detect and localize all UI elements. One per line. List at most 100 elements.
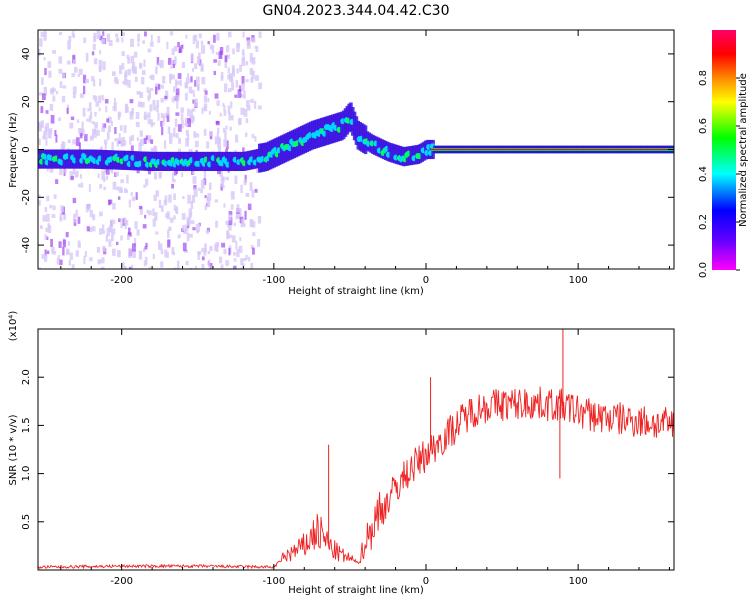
spectrogram-noise-speckle	[83, 255, 86, 265]
spectrogram-noise-speckle	[250, 220, 253, 227]
spectrogram-noise-speckle	[131, 61, 136, 71]
spectrogram-noise-speckle	[158, 84, 161, 90]
spectrogram-noise-speckle	[116, 138, 120, 147]
spectrogram-noise-speckle	[124, 219, 129, 226]
spectrogram-noise-speckle	[49, 129, 52, 139]
spectrogram-noise-speckle	[210, 266, 213, 269]
spectrogram-noise-speckle	[167, 57, 172, 65]
spectrogram-noise-speckle	[61, 95, 66, 103]
spectrogram-noise-speckle	[85, 52, 89, 62]
spectrogram-noise-speckle	[192, 176, 197, 184]
spectrogram-noise-speckle	[62, 239, 67, 248]
spectrogram-noise-speckle	[246, 100, 250, 108]
spectrogram-noise-speckle	[134, 237, 137, 247]
spectrogram-noise-speckle	[122, 136, 125, 142]
spectrogram-noise-speckle	[215, 241, 220, 247]
spectrogram-noise-speckle	[236, 43, 240, 52]
spectrogram-ridge-cell	[376, 137, 381, 157]
spectrogram-noise-speckle	[87, 108, 90, 112]
spectrogram-noise-speckle	[187, 108, 190, 117]
spectrogram-noise-speckle	[135, 121, 140, 128]
spectrogram-noise-speckle	[112, 105, 115, 111]
spectrogram-noise-speckle	[169, 31, 174, 36]
spectrogram-noise-speckle	[77, 73, 80, 78]
spectrogram-noise-speckle	[200, 40, 204, 46]
spectrogram-noise-speckle	[92, 95, 96, 100]
spectrogram-noise-speckle	[99, 35, 103, 41]
spectrogram-noise-speckle	[114, 127, 117, 134]
spectrogram-noise-speckle	[255, 46, 259, 53]
spectrogram-noise-speckle	[164, 195, 168, 203]
spectrogram-ridge-cell	[192, 151, 196, 172]
spectrogram-noise-speckle	[103, 186, 106, 191]
spectrogram-noise-speckle	[147, 135, 152, 141]
spectrogram-noise-speckle	[102, 224, 105, 231]
spectrogram-noise-speckle	[43, 86, 48, 96]
spectrogram-noise-speckle	[99, 78, 102, 87]
spectrogram-noise-speckle	[173, 86, 176, 93]
spectrogram-noise-speckle	[73, 66, 78, 73]
spectrogram-noise-speckle	[224, 61, 228, 68]
spectrogram-noise-speckle	[99, 259, 102, 264]
colorbar-ticks: 0.0 0.2 0.4 0.6 0.8	[698, 70, 740, 278]
spectrogram-noise-speckle	[176, 260, 180, 269]
spectrogram-noise-speckle	[155, 83, 158, 87]
spectrogram-noise-speckle	[115, 33, 119, 38]
spectrogram-noise-speckle	[232, 252, 237, 256]
spectrogram-noise-speckle	[139, 206, 143, 215]
spectrogram-noise-speckle	[160, 205, 164, 212]
spectrogram-noise-speckle	[75, 137, 80, 147]
spectrogram-noise-speckle	[116, 186, 120, 191]
spectrogram-ridge-cell	[396, 145, 401, 165]
spectrogram-noise-speckle	[188, 86, 193, 94]
spectrogram-noise-speckle	[172, 267, 177, 269]
spectrogram-noise-speckle	[185, 77, 190, 84]
spectrogram-noise-speckle	[229, 126, 232, 131]
spectrogram-noise-speckle	[241, 83, 245, 92]
spectrogram-noise-speckle	[119, 65, 122, 75]
spectrogram-noise-speckle	[229, 234, 232, 239]
spectrogram-noise-speckle	[41, 253, 45, 259]
spectrogram-noise-speckle	[85, 204, 89, 213]
spectrogram-noise-speckle	[145, 178, 149, 186]
spectrogram-noise-speckle	[220, 183, 223, 191]
spectrogram-noise-speckle	[128, 266, 133, 269]
spectrogram-noise-speckle	[40, 31, 44, 38]
spectrogram-noise-speckle	[58, 31, 63, 36]
spectrogram-noise-speckle	[194, 140, 199, 148]
spectrogram-noise-speckle	[70, 116, 75, 121]
spectrogram-noise-speckle	[49, 204, 53, 209]
spectrogram-noise-speckle	[139, 91, 144, 99]
spectrogram-noise-speckle	[176, 94, 180, 101]
spectrogram-noise-speckle	[129, 111, 134, 120]
spectrogram-noise-speckle	[55, 90, 59, 95]
spectrogram-noise-speckle	[113, 219, 116, 225]
spectrogram-noise-speckle	[241, 57, 246, 67]
spectrogram-noise-speckle	[250, 262, 254, 269]
spectrogram-noise-speckle	[52, 88, 56, 92]
spectrogram-noise-speckle	[186, 219, 191, 224]
spectrogram-noise-speckle	[98, 95, 102, 104]
spectrogram-noise-speckle	[208, 259, 211, 268]
spectrogram-noise-speckle	[103, 166, 108, 173]
spectrogram-ridge-cell	[104, 150, 109, 170]
spectrogram-noise-speckle	[252, 221, 256, 228]
spectrogram-noise-speckle	[62, 73, 66, 79]
spectrogram-noise-speckle	[174, 169, 177, 176]
spectrogram-noise-speckle	[162, 115, 166, 123]
spectrogram-noise-speckle	[219, 112, 222, 117]
spectrogram-noise-speckle	[152, 105, 157, 111]
spectrogram-noise-speckle	[102, 123, 107, 129]
spectrogram-noise-speckle	[209, 245, 213, 251]
spectrogram-noise-speckle	[42, 215, 47, 222]
spectrogram-noise-speckle	[106, 227, 111, 237]
spectrogram-noise-speckle	[192, 227, 196, 231]
spectrogram-noise-speckle	[52, 95, 56, 102]
spectrogram-noise-speckle	[228, 31, 232, 38]
spectrogram-noise-speckle	[187, 194, 191, 204]
spectrogram-x-tick-label: 0	[423, 275, 429, 286]
snr-panel: -200 -100 0 100 0.5 1.0 1.5 2.0 Height of strai…	[8, 311, 675, 596]
colorbar-gradient	[712, 30, 736, 270]
